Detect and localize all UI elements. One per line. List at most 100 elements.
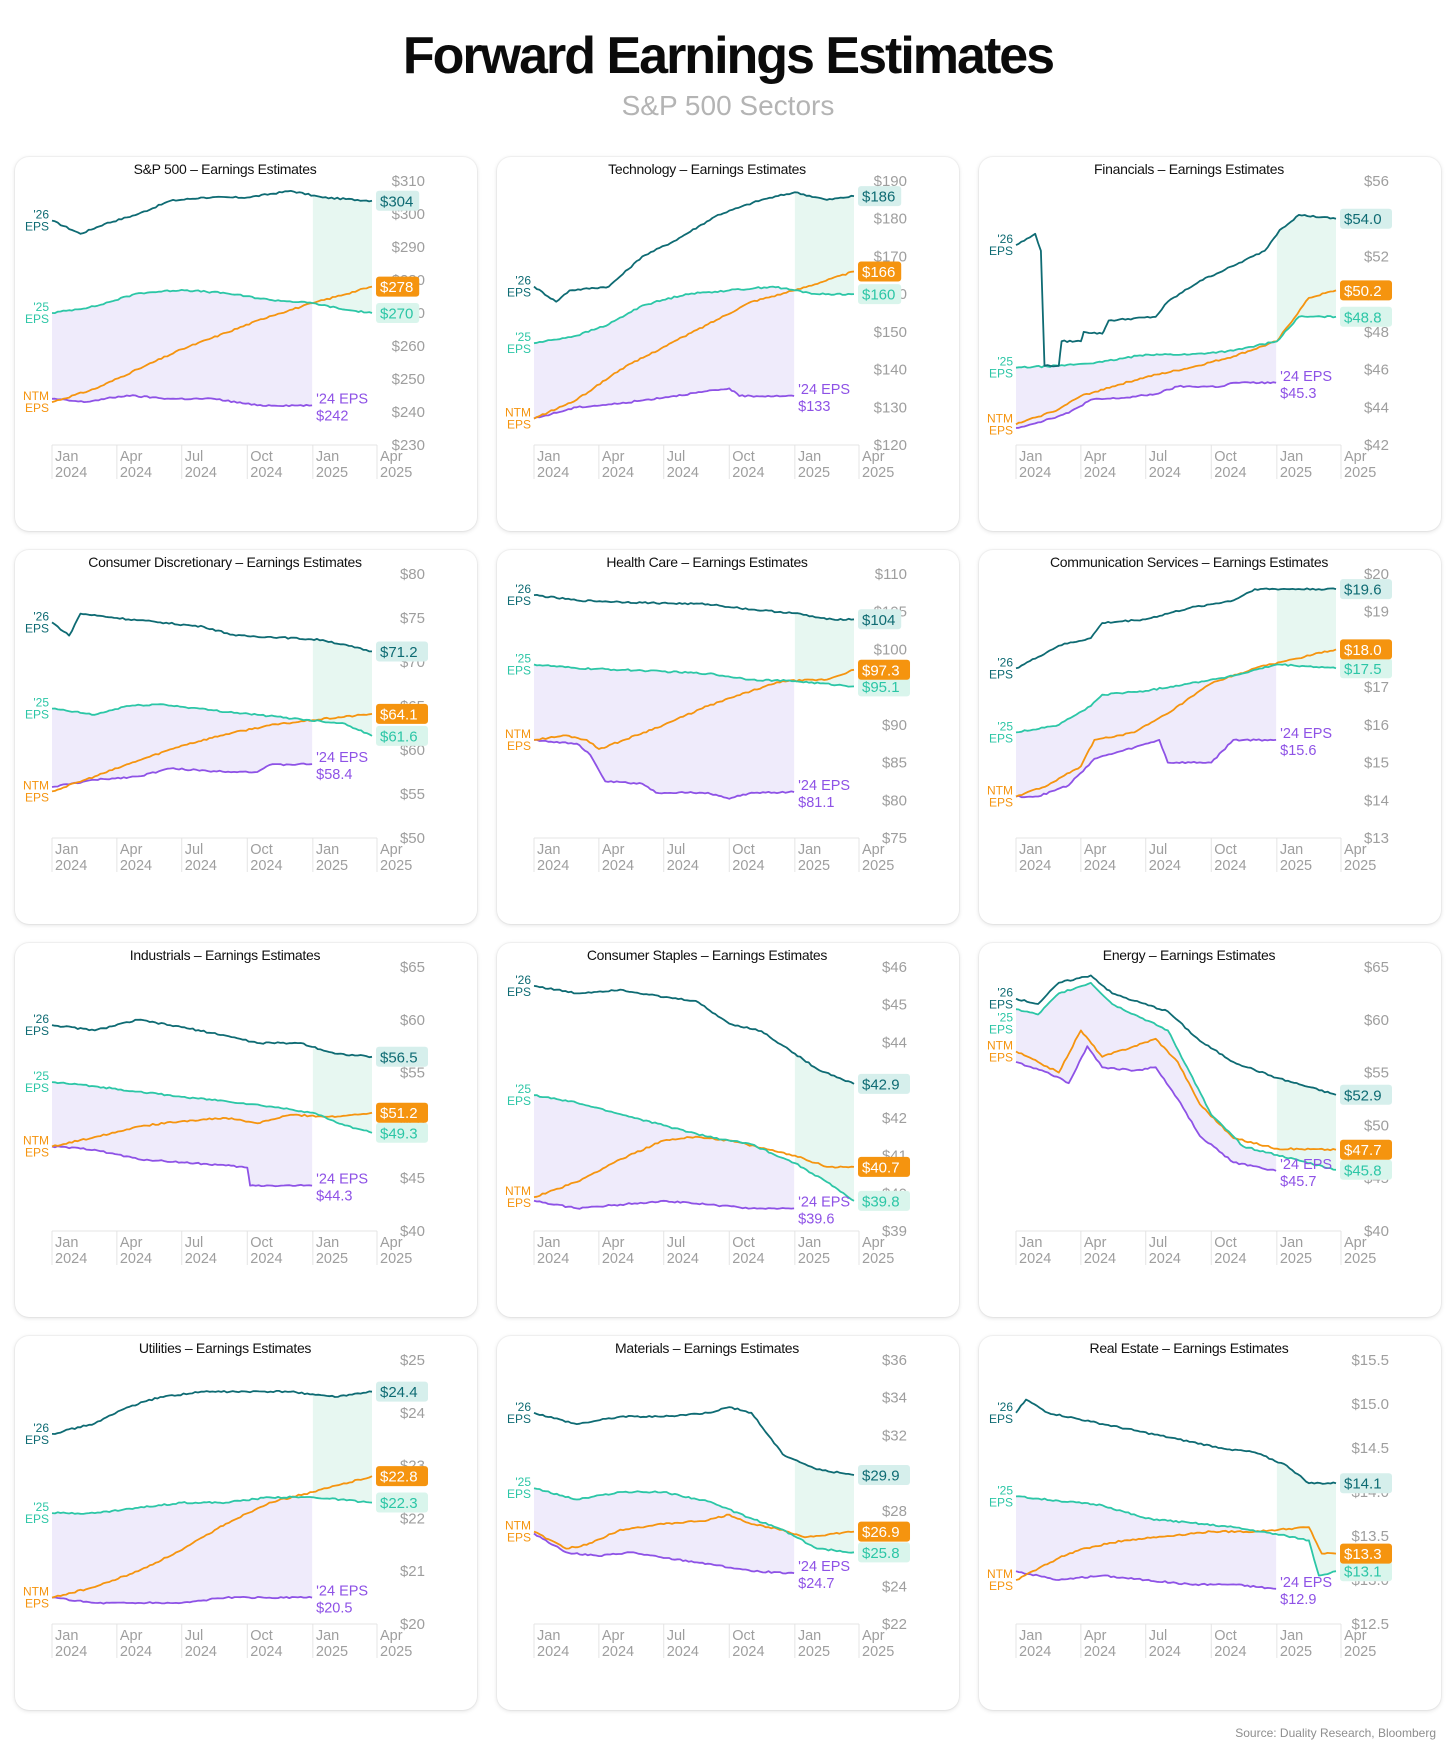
x-tick-label: Apr [380, 449, 403, 465]
series-name-eps25: '25 [33, 696, 49, 710]
end-value-badge-eps25 [376, 725, 429, 746]
shade-2024-band [1016, 341, 1277, 429]
series-line-eps25 [51, 289, 373, 314]
shade-2024-band [534, 1488, 795, 1574]
series-name-eps25: EPS [507, 1094, 531, 1108]
end-value-badge-ntm [858, 1156, 911, 1177]
shade-2025-band [794, 192, 855, 295]
y-tick-label: $45 [882, 997, 907, 1014]
series-name-ntm: NTM [23, 1585, 49, 1599]
y-tick-label: $46 [1364, 362, 1389, 379]
y-tick-label: $12.5 [1351, 1616, 1389, 1633]
x-tick-label: Jul [1149, 449, 1168, 465]
x-tick-label: 2024 [602, 858, 634, 874]
shade-2024-band [534, 1095, 795, 1209]
y-tick-label: $130 [874, 399, 907, 416]
x-tick-label: 2024 [1149, 1251, 1181, 1267]
series-name-eps26: '26 [33, 609, 49, 623]
x-tick-label: 2025 [380, 858, 412, 874]
end-value-badge-eps26 [858, 1073, 911, 1094]
chart-technology: Technology – Earnings Estimates $190 $180 $… [505, 161, 907, 481]
series-name-eps25: EPS [25, 1081, 49, 1095]
y-tick-label: $250 [392, 371, 425, 388]
x-tick-label: 2024 [732, 1644, 764, 1660]
series-line-eps24 [534, 739, 795, 800]
x-tick-label: 2025 [380, 1644, 412, 1660]
shade-2024-band [52, 1082, 313, 1187]
x-tick-label: 2024 [185, 1251, 217, 1267]
x-tick-label: Jan [55, 449, 78, 465]
series-line-eps24 [1015, 1045, 1277, 1172]
x-tick-label: 2024 [1149, 465, 1181, 481]
x-tick-label: Apr [120, 1628, 143, 1644]
series-name-ntm: NTM [987, 784, 1013, 798]
x-tick-label: 2024 [1019, 858, 1051, 874]
y-tick-label: $56 [1364, 173, 1389, 190]
x-tick-label: 2025 [1280, 1251, 1312, 1267]
y-tick-label: $290 [392, 239, 425, 256]
chart-title: Financials – Earnings Estimates [1094, 161, 1284, 177]
series-name-eps26: EPS [507, 1412, 531, 1426]
series-name-eps26: '26 [33, 208, 49, 222]
x-tick-label: 2025 [1344, 858, 1376, 874]
y-tick-label: $20 [1364, 566, 1389, 583]
chart-financials: Financials – Earnings Estimates$56$54$52… [987, 161, 1393, 481]
x-tick-label: 2025 [862, 1251, 894, 1267]
chart-materials: Materials – Earnings Estimates $36 $34 $32 $… [505, 1340, 911, 1660]
x-tick-label: Apr [1344, 449, 1367, 465]
series-name-eps25: '25 [33, 1069, 49, 1083]
y-tick-label: $55 [400, 786, 425, 803]
chart-title: Health Care – Earnings Estimates [606, 554, 808, 570]
series-name-ntm: NTM [23, 778, 49, 792]
x-tick-label: 2025 [798, 858, 830, 874]
x-tick-label: 2024 [667, 858, 699, 874]
series-name-ntm: NTM [505, 727, 531, 741]
end-value-ntm: $26.9 [862, 1524, 900, 1541]
end-value-eps24: $20.5 [316, 1601, 352, 1617]
end-value-eps24: $24.7 [798, 1576, 834, 1592]
x-tick-label: 2025 [1280, 1644, 1312, 1660]
x-tick-label: Apr [1084, 842, 1107, 858]
series-name-eps26: '26 [997, 986, 1013, 1000]
x-tick-label: Jul [667, 449, 686, 465]
y-tick-label: $19 [1364, 604, 1389, 621]
y-tick-label: $230 [392, 437, 425, 454]
series-name-eps25: EPS [25, 708, 49, 722]
x-tick-label: 2024 [1019, 1644, 1051, 1660]
x-tick-label: Jan [798, 842, 821, 858]
x-tick-label: 2024 [1019, 465, 1051, 481]
series-name-eps26: '26 [515, 1400, 531, 1414]
end-value-badge-ntm [1340, 1543, 1393, 1564]
x-tick-label: 2024 [250, 465, 282, 481]
shade-2024-band [52, 289, 313, 407]
x-tick-label: 2024 [120, 1644, 152, 1660]
chart-title: Utilities – Earnings Estimates [139, 1340, 312, 1356]
series-name-ntm: EPS [25, 1146, 49, 1160]
shade-2025-band [312, 1391, 373, 1503]
x-tick-label: Jan [316, 842, 339, 858]
chart-consumer-staples: Consumer Staples – Earnings Estimates $46… [505, 947, 911, 1267]
x-tick-label: 2025 [1344, 1251, 1376, 1267]
end-value-eps25: $270 [380, 306, 413, 323]
y-tick-label: $32 [882, 1427, 907, 1444]
y-tick-label: $190 [874, 173, 907, 190]
series-name-eps25: EPS [989, 367, 1013, 381]
series-line-eps24 [1015, 381, 1277, 429]
series-name-eps26: '26 [997, 655, 1013, 669]
chart-card-s-p-500: S&P 500 – Earnings Estimates $310 $300 $290… [15, 157, 477, 531]
x-tick-label: 2024 [185, 858, 217, 874]
chart-card-utilities: Utilities – Earnings Estimates $25 $24 $23 $… [15, 1336, 477, 1710]
y-tick-label: $55 [400, 1065, 425, 1082]
end-value-eps25: $61.6 [380, 728, 418, 745]
x-tick-label: 2024 [732, 465, 764, 481]
series-label-eps24: '24 EPS [798, 778, 850, 794]
x-tick-label: Jan [1019, 1235, 1042, 1251]
series-name-eps26: '26 [515, 274, 531, 288]
y-tick-label: $60 [400, 1012, 425, 1029]
x-tick-label: Oct [732, 449, 755, 465]
x-tick-label: 2024 [537, 465, 569, 481]
series-line-eps25 [51, 703, 373, 737]
x-tick-label: Oct [732, 1628, 755, 1644]
x-tick-label: 2025 [1344, 465, 1376, 481]
x-tick-label: 2025 [798, 1644, 830, 1660]
